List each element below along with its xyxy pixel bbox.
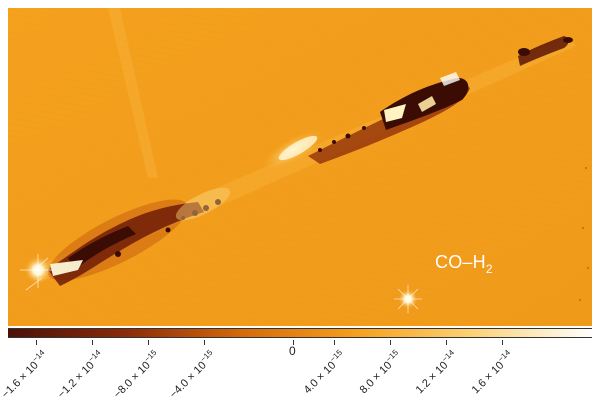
field-star	[394, 285, 422, 313]
colorbar-tick	[293, 340, 294, 345]
image-label-subscript: 2	[485, 262, 493, 276]
colorbar-tick	[204, 340, 205, 345]
tick-label-mantissa: −1.2 × 10	[55, 359, 97, 400]
far-upper-right-knot	[518, 36, 573, 66]
tick-label-mantissa: −1.6 × 10	[0, 359, 41, 400]
colorbar-tick	[334, 340, 335, 345]
colorbar-tick-label: −1.6 × 10−14	[0, 348, 50, 400]
image-canvas	[8, 8, 592, 326]
upper-right-knot	[308, 72, 470, 164]
tick-label-mantissa: 0	[289, 344, 296, 358]
colorbar-tick-label: 4.0 × 10−15	[300, 348, 348, 396]
colorbar-tick-label: 8.0 × 10−15	[356, 348, 404, 396]
colorbar-tick	[92, 340, 93, 345]
colorbar-tick-label: 1.6 × 10−14	[468, 348, 516, 396]
tick-label-mantissa: −4.0 × 10	[167, 359, 209, 400]
tick-label-mantissa: 1.2 × 10	[413, 359, 451, 397]
lower-left-knot	[20, 187, 231, 291]
colorbar-gradient	[8, 328, 592, 338]
colorbar-tick	[502, 340, 503, 345]
colorbar	[8, 328, 592, 340]
colorbar-tick-label: −8.0 × 10−15	[110, 348, 163, 400]
tick-label-mantissa: 8.0 × 10	[357, 359, 395, 397]
co-h2-image	[8, 8, 592, 326]
colorbar-tick-label: 0	[289, 344, 296, 358]
tick-label-mantissa: −8.0 × 10	[111, 359, 153, 400]
image-label-main: CO–H	[435, 252, 486, 272]
colorbar-tick	[36, 340, 37, 345]
image-label: CO–H2	[435, 252, 493, 276]
colorbar-tick-label: 1.2 × 10−14	[412, 348, 460, 396]
colorbar-tick-label: −1.2 × 10−14	[54, 348, 107, 400]
tick-label-mantissa: 1.6 × 10	[469, 359, 507, 397]
colorbar-tick	[148, 340, 149, 345]
colorbar-tick-label: −4.0 × 10−15	[166, 348, 219, 400]
colorbar-tick	[446, 340, 447, 345]
tick-label-mantissa: 4.0 × 10	[301, 359, 339, 397]
colorbar-tick	[390, 340, 391, 345]
